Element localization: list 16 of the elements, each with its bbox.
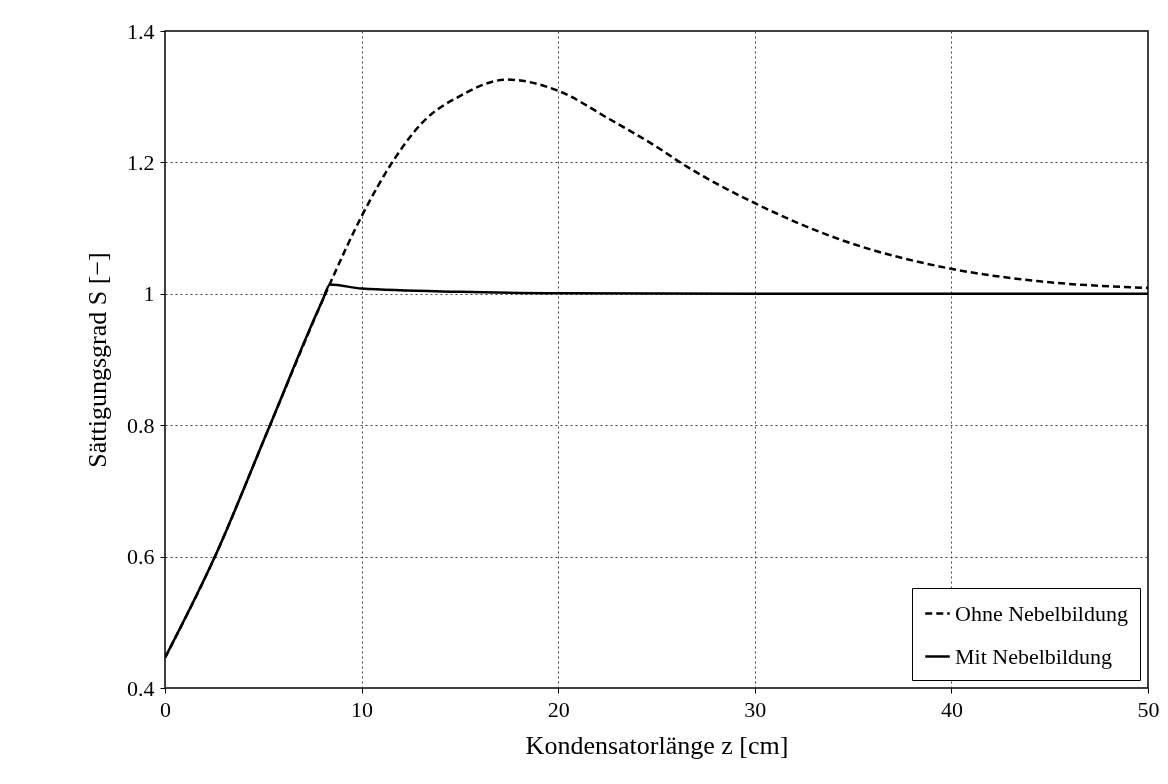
- y-tick-label: 0.4: [127, 675, 155, 701]
- x-tick-label: 40: [940, 696, 963, 722]
- y-tick-label: 0.8: [127, 412, 155, 438]
- x-axis-title: Kondensatorlänge z [cm]: [525, 730, 789, 760]
- x-tick-label: 0: [160, 696, 171, 722]
- x-tick-label: 30: [744, 696, 767, 722]
- legend-label: Mit Nebelbildung: [955, 643, 1113, 669]
- y-tick-label: 1.2: [127, 149, 155, 175]
- y-axis-title: Sättigungsgrad S [−]: [83, 252, 112, 468]
- x-tick-label: 20: [547, 696, 570, 722]
- y-tick-label: 1: [143, 281, 155, 307]
- x-tick-label: 10: [351, 696, 374, 722]
- x-tick-label: 50: [1137, 696, 1160, 722]
- y-tick-label: 0.6: [127, 544, 155, 570]
- y-tick-label: 1.4: [127, 18, 155, 44]
- legend-label: Ohne Nebelbildung: [955, 600, 1128, 626]
